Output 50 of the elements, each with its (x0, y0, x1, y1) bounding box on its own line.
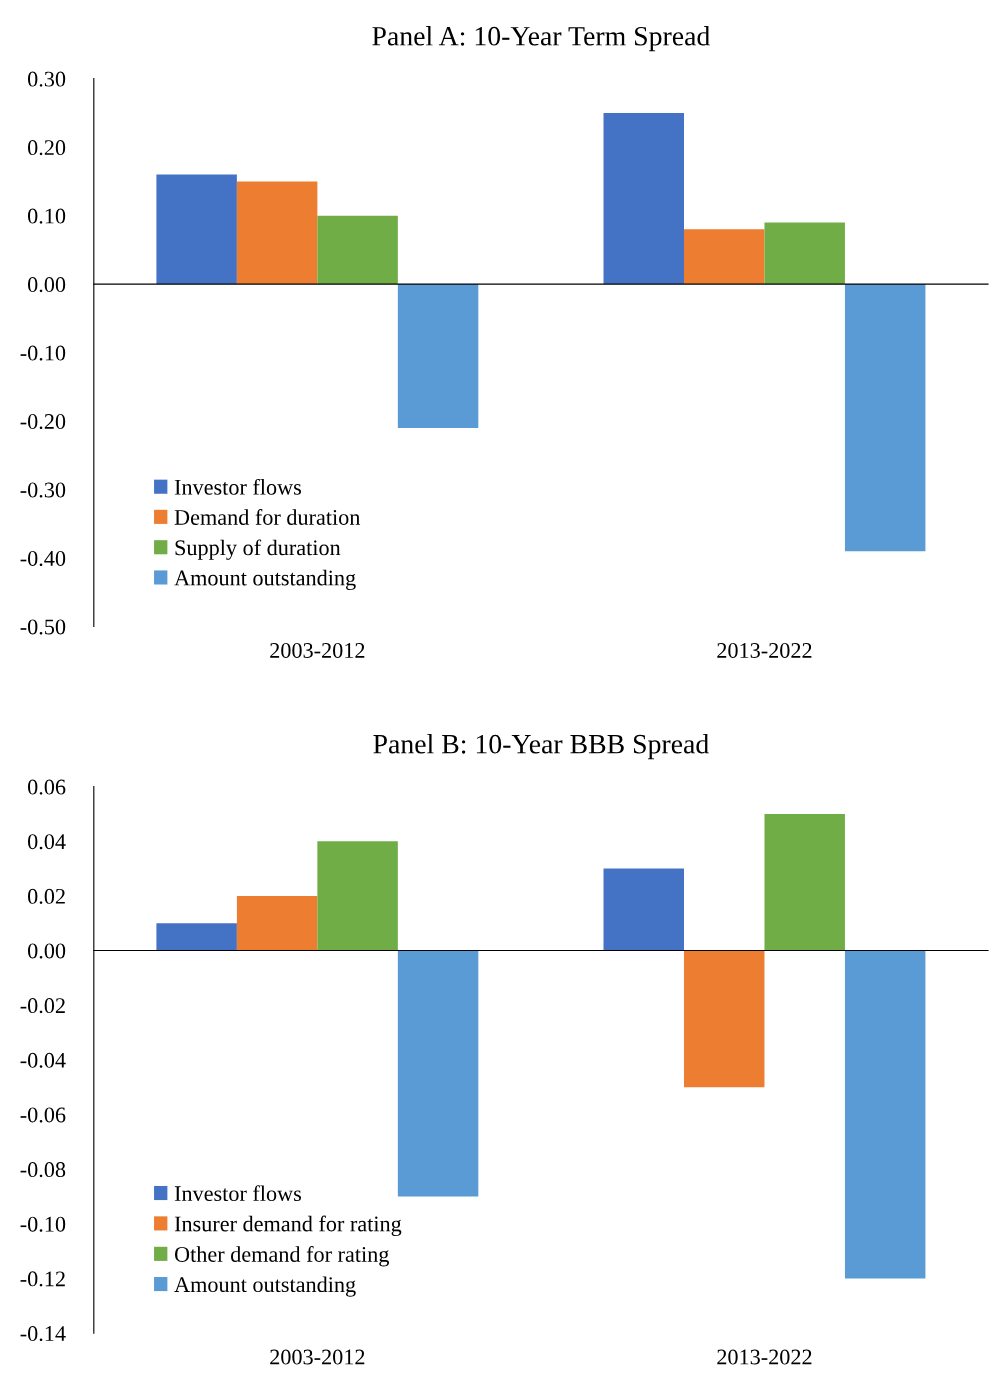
y-tick-label: 0.00 (27, 277, 66, 293)
y-tick-label: 0.04 (27, 834, 66, 850)
legend-label: Insurer demand for rating (174, 1215, 402, 1237)
bar (683, 950, 765, 1088)
legend-label: Supply of duration (175, 539, 341, 560)
y-tick-label: -0.20 (20, 414, 66, 430)
y-tick-label: 0.10 (27, 208, 66, 224)
bar (156, 923, 237, 951)
y-tick-label: -0.08 (20, 1162, 66, 1178)
y-tick-label: 0.20 (27, 140, 66, 156)
chart-title: Panel A: 10-Year Term Spread (372, 26, 710, 52)
y-tick-label: -0.40 (20, 550, 66, 567)
legend-label: Amount outstanding (174, 1276, 356, 1297)
y-tick-label: -0.12 (20, 1271, 65, 1287)
y-tick-label: 0.00 (27, 943, 66, 959)
bar (764, 813, 845, 951)
bar (683, 229, 765, 285)
y-tick-label: -0.30 (20, 482, 66, 498)
bar (844, 284, 926, 552)
y-tick-label: -0.10 (20, 345, 66, 361)
bar (156, 174, 237, 285)
legend-label: Amount outstanding (174, 569, 356, 591)
bar (603, 112, 684, 285)
bar (317, 841, 398, 951)
bar (603, 868, 684, 951)
bar (236, 895, 318, 951)
legend-label: Investor flows (174, 1185, 301, 1202)
y-tick-label: -0.14 (20, 1326, 66, 1342)
y-tick-label: -0.06 (20, 1107, 66, 1123)
bar (317, 215, 398, 285)
bar (397, 284, 479, 428)
x-tick-label: 2013-2022 (717, 642, 812, 658)
x-tick-label: 2003-2012 (270, 642, 365, 658)
bar (236, 181, 318, 285)
legend-label: Demand for duration (174, 509, 361, 525)
legend-label: Other demand for rating (174, 1246, 389, 1267)
legend-label: Investor flows (174, 478, 301, 495)
chart-title: Panel B: 10-Year BBB Spread (373, 733, 709, 760)
y-tick-label: -0.50 (20, 619, 66, 635)
x-tick-label: 2003-2012 (270, 1349, 365, 1365)
bar (764, 222, 845, 285)
y-tick-label: 0.06 (27, 779, 66, 795)
y-tick-label: -0.10 (20, 1216, 66, 1232)
bar (397, 950, 479, 1197)
y-tick-label: -0.02 (20, 998, 65, 1014)
bar (844, 950, 926, 1279)
y-tick-label: 0.02 (27, 888, 65, 904)
x-tick-label: 2013-2022 (717, 1349, 812, 1365)
y-tick-label: -0.04 (20, 1052, 66, 1068)
y-tick-label: 0.30 (27, 71, 66, 87)
